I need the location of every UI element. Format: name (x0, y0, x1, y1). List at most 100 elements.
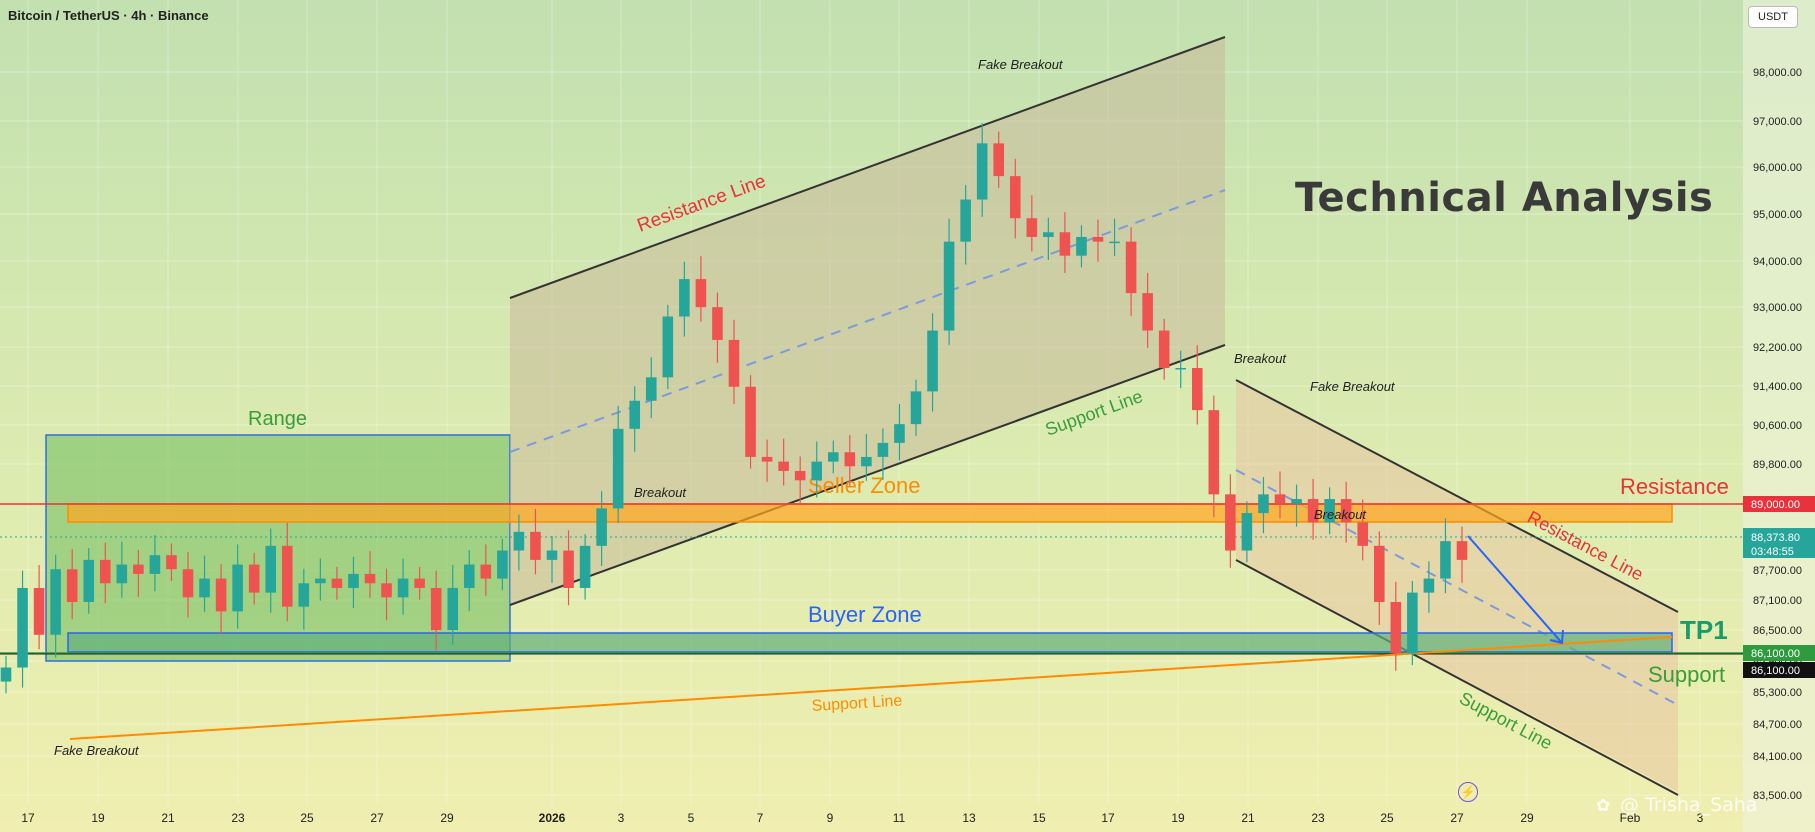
price-tick-label: 84,100.00 (1753, 751, 1802, 763)
candle-body (414, 578, 425, 588)
time-tick-label: 23 (231, 811, 245, 825)
candle-body (530, 531, 541, 560)
projection-arrowhead (1549, 629, 1564, 645)
price-scale[interactable] (1743, 0, 1815, 832)
candle-body (1274, 494, 1286, 504)
time-tick-label: 11 (893, 811, 906, 825)
resistance-label: Resistance (1620, 474, 1729, 499)
price-tick-label: 98,000.00 (1753, 67, 1802, 79)
candle-body (497, 550, 508, 579)
candle-body (1340, 499, 1352, 523)
support-price-text-dark: 86,100.00 (1751, 665, 1800, 677)
candle-body (1324, 499, 1335, 523)
time-tick-label: 19 (1171, 811, 1185, 825)
descending-support-line[interactable] (1235, 559, 1679, 796)
candle-body (1076, 236, 1087, 256)
price-tick-label: 83,500.00 (1753, 790, 1802, 802)
candle-body (1456, 541, 1468, 560)
ascending-midline (509, 189, 1226, 453)
candle-body (281, 545, 293, 607)
candle-body (712, 307, 723, 340)
time-tick-label: 2026 (539, 811, 566, 825)
support-label: Support (1648, 662, 1725, 687)
candle-body (1175, 368, 1187, 370)
candle-body (1208, 410, 1220, 495)
price-axis-ticks: 98,000.00 97,000.00 96,000.00 95,000.00 94,0… (1753, 67, 1802, 802)
candle-body (579, 545, 591, 588)
price-tick-label: 95,000.00 (1753, 209, 1802, 221)
candle-body (0, 667, 12, 682)
candle-body (1109, 241, 1120, 244)
candle-body (298, 583, 310, 607)
tp1-label: TP1 (1680, 615, 1728, 645)
candle-body (877, 442, 889, 457)
time-tick-label: 21 (161, 811, 175, 825)
price-tick-label: 97,000.00 (1753, 116, 1802, 128)
candle-body (83, 559, 95, 602)
candle-body (960, 199, 971, 242)
lightning-icon[interactable]: ⚡ (1458, 782, 1478, 802)
last-price-tag (1743, 528, 1815, 558)
candle-body (943, 241, 955, 331)
candles (0, 123, 1468, 694)
candle-body (1390, 602, 1402, 654)
candle-body (1258, 494, 1269, 514)
candle-body (1357, 522, 1369, 546)
candle-body (563, 550, 574, 588)
price-tick-label: 90,600.00 (1753, 420, 1802, 432)
candle-body (149, 555, 161, 574)
price-tick-label: 87,100.00 (1753, 595, 1802, 607)
buyer-zone-label: Buyer Zone (808, 602, 922, 627)
long-support-line[interactable] (69, 636, 1673, 740)
candle-body (1125, 241, 1137, 294)
candle-body (645, 377, 657, 401)
candle-body (745, 386, 756, 457)
price-tick-label: 94,000.00 (1753, 256, 1802, 268)
candle-body (182, 569, 194, 598)
symbol-header[interactable]: Bitcoin / TetherUS · 4h · Binance (8, 8, 209, 23)
currency-button[interactable]: USDT (1748, 6, 1798, 28)
price-tick-label: 96,000.00 (1753, 162, 1802, 174)
candle-body (612, 428, 624, 509)
resistance-price-tag (1743, 496, 1815, 512)
support-price-tag-dark (1743, 662, 1815, 678)
candle-body (430, 587, 442, 631)
buyer-zone[interactable] (67, 632, 1673, 653)
candle-body (99, 559, 111, 584)
time-tick-label: 17 (21, 811, 35, 825)
seller-zone[interactable] (67, 503, 1673, 523)
candle-body (199, 578, 210, 598)
candle-body (679, 279, 690, 317)
watermark-icon: ✿ (1596, 796, 1611, 815)
candle-body (1241, 513, 1253, 551)
candle-body (910, 391, 922, 425)
candle-body (348, 573, 359, 588)
time-tick-label: 3 (618, 811, 625, 825)
ascending-resistance-line[interactable] (509, 36, 1226, 299)
seller-zone-label: Seller Zone (808, 473, 921, 498)
time-tick-label: 27 (1450, 811, 1464, 825)
candle-body (1307, 499, 1319, 523)
candle-body (463, 564, 475, 588)
candle-body (447, 587, 459, 631)
candle-body (976, 143, 988, 200)
candle-body (33, 587, 45, 635)
fake-breakout-right-label: Fake Breakout (1310, 379, 1396, 394)
candle-body (1009, 176, 1021, 219)
ascending-support-line[interactable] (509, 344, 1226, 606)
breakout-label-3: Breakout (1314, 507, 1367, 522)
candle-body (1092, 236, 1104, 242)
candle-body (1423, 578, 1435, 593)
candle-body (116, 564, 128, 584)
time-tick-label: 13 (962, 811, 976, 825)
support-price-tag-green (1743, 645, 1815, 661)
candle-body (794, 470, 806, 481)
candle-body (17, 587, 28, 668)
time-tick-label: 21 (1241, 811, 1255, 825)
time-tick-label: 9 (827, 811, 834, 825)
price-tick-label: 85,300.00 (1753, 687, 1802, 699)
descending-resistance-line[interactable] (1235, 379, 1679, 613)
price-tick-label: 92,200.00 (1753, 342, 1802, 354)
